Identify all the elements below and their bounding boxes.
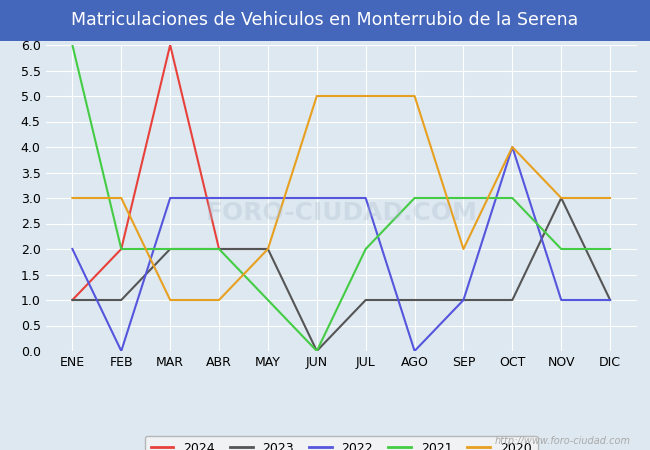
Text: Matriculaciones de Vehiculos en Monterrubio de la Serena: Matriculaciones de Vehiculos en Monterru…	[72, 11, 578, 29]
Legend: 2024, 2023, 2022, 2021, 2020: 2024, 2023, 2022, 2021, 2020	[144, 436, 538, 450]
Text: FORO-CIUDAD.COM: FORO-CIUDAD.COM	[205, 201, 477, 225]
Text: http://www.foro-ciudad.com: http://www.foro-ciudad.com	[495, 436, 630, 446]
